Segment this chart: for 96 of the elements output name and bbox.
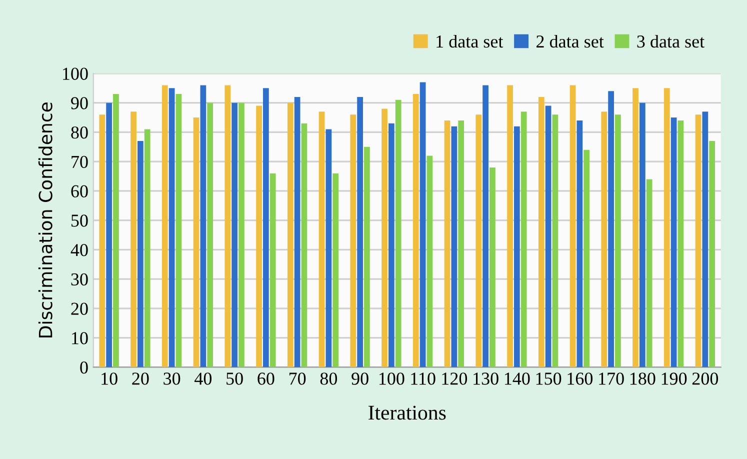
bar	[576, 120, 583, 368]
bar	[138, 141, 144, 368]
bar	[395, 100, 402, 368]
bar	[168, 88, 175, 368]
x-tick-label: 160	[568, 372, 593, 385]
bar	[520, 112, 527, 368]
bar	[318, 112, 325, 368]
bar	[482, 85, 488, 368]
bar	[238, 102, 244, 368]
bar	[270, 173, 276, 368]
bar	[256, 106, 262, 368]
bar	[294, 96, 300, 368]
bar	[364, 146, 370, 368]
bar	[426, 156, 433, 368]
bar	[412, 94, 419, 368]
bar	[458, 120, 464, 368]
bar	[451, 126, 458, 368]
bar	[552, 114, 558, 368]
x-tick-label: 70	[289, 372, 306, 385]
x-tick-label: 20	[132, 372, 149, 385]
bar	[99, 114, 106, 368]
y-tick-label: 80	[71, 126, 88, 139]
x-tick-label: 80	[320, 372, 338, 385]
y-tick-label: 10	[72, 332, 88, 344]
y-tick-label: 90	[71, 97, 88, 110]
x-tick-label: 140	[504, 372, 530, 385]
bar	[444, 120, 450, 368]
bar	[632, 88, 638, 368]
bar	[570, 85, 576, 368]
x-tick-label: 110	[411, 372, 436, 385]
y-tick-label: 60	[71, 185, 88, 198]
y-tick-label: 30	[71, 273, 88, 286]
bar	[113, 94, 119, 368]
x-tick-label: 100	[379, 372, 404, 385]
bar	[232, 102, 238, 368]
legend-label: 2 data set	[536, 34, 604, 48]
bar	[193, 118, 200, 368]
y-tick-label: 20	[71, 302, 88, 315]
bar	[420, 82, 426, 368]
x-tick-label: 30	[164, 372, 180, 385]
bar	[490, 167, 496, 368]
x-tick-label: 10	[102, 372, 118, 385]
bar	[388, 123, 394, 368]
legend-label: 1 data set	[436, 34, 504, 48]
bar	[106, 102, 112, 368]
bar	[538, 96, 544, 368]
bar	[615, 114, 621, 368]
y-tick-label: 40	[70, 244, 88, 256]
bar	[263, 88, 269, 368]
bar	[664, 88, 670, 368]
y-tick-label: 100	[63, 68, 88, 80]
bar	[514, 126, 520, 368]
bar	[332, 173, 339, 368]
bar	[639, 102, 646, 368]
x-tick-label: 40	[194, 372, 212, 385]
x-tick-label: 130	[474, 372, 498, 385]
bar	[695, 114, 702, 368]
bar	[646, 179, 652, 368]
bar	[476, 114, 482, 368]
y-tick-label: 70	[72, 156, 88, 168]
bar	[200, 85, 206, 368]
x-tick-label: 150	[536, 372, 562, 385]
bar	[326, 129, 332, 368]
bar	[357, 96, 363, 368]
x-tick-label: 120	[442, 372, 468, 385]
bar	[144, 129, 150, 368]
bar	[608, 91, 614, 368]
x-tick-label: 90	[352, 372, 368, 385]
bar	[382, 108, 388, 368]
bar	[162, 85, 168, 368]
bar	[601, 112, 608, 368]
x-tick-label: 50	[226, 372, 243, 385]
y-axis-title: Discrimination Confidence	[38, 102, 52, 338]
bar	[545, 106, 552, 368]
bar	[709, 141, 716, 368]
x-tick-label: 60	[258, 372, 274, 385]
bar	[287, 102, 294, 368]
bar	[584, 150, 590, 368]
bar	[670, 118, 677, 368]
x-tick-label: 200	[692, 372, 718, 385]
bar	[678, 120, 684, 368]
bar	[224, 85, 231, 368]
legend-label: 3 data set	[637, 34, 704, 48]
bar	[350, 114, 356, 368]
bar	[207, 102, 214, 368]
bar	[176, 94, 182, 368]
y-tick-label: 50	[72, 214, 88, 227]
bar	[507, 85, 513, 368]
y-tick-label: 0	[80, 361, 88, 374]
bar	[702, 112, 708, 368]
x-tick-label: 190	[662, 372, 687, 385]
x-axis-title: Iterations	[368, 406, 446, 420]
x-tick-label: 170	[599, 372, 624, 385]
x-tick-label: 180	[630, 372, 656, 385]
bar	[130, 112, 136, 368]
bar	[301, 123, 308, 368]
